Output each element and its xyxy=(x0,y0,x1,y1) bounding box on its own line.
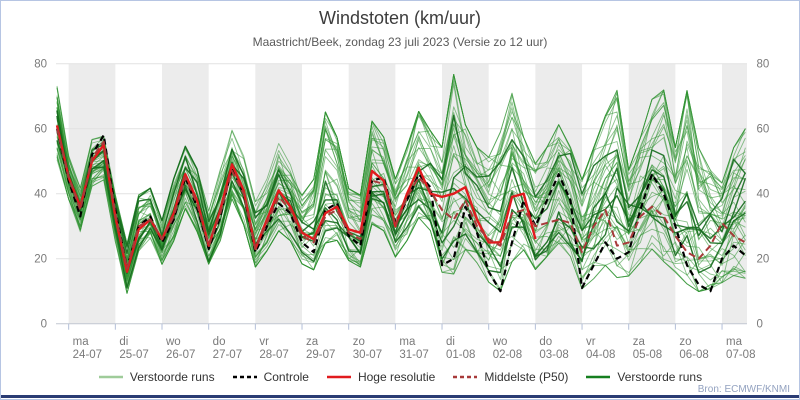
legend-item-verstoorde-runs-dark: Verstoorde runs xyxy=(585,370,702,384)
x-tick-label-date: 25-07 xyxy=(119,349,148,361)
x-tick-label-date: 30-07 xyxy=(353,349,382,361)
x-tick-label-dow: vr xyxy=(259,336,269,348)
y-tick-label-right: 80 xyxy=(757,59,770,71)
legend-label: Controle xyxy=(263,370,309,384)
x-tick-label-date: 27-07 xyxy=(213,349,242,361)
x-tick-label-dow: za xyxy=(633,336,646,348)
y-tick-label-left: 40 xyxy=(34,189,47,201)
x-tick-label-date: 01-08 xyxy=(446,349,475,361)
x-tick-label-date: 06-08 xyxy=(679,349,708,361)
x-tick-label-date: 05-08 xyxy=(633,349,662,361)
x-tick-label-dow: di xyxy=(446,336,455,348)
legend-label: Middelste (P50) xyxy=(484,370,569,384)
y-tick-label-left: 0 xyxy=(41,319,47,331)
legend-swatch-red-line-icon xyxy=(326,375,351,379)
legend-swatch-black-dashed-line-icon xyxy=(232,375,257,379)
x-tick-label-dow: zo xyxy=(353,336,365,348)
footer-accent-bar xyxy=(1,395,799,398)
x-tick-label-date: 29-07 xyxy=(306,349,335,361)
x-tick-label-date: 04-08 xyxy=(586,349,615,361)
y-tick-label-right: 0 xyxy=(757,319,763,331)
source-credit: Bron: ECMWF/KNMI xyxy=(697,384,790,395)
legend-item-controle: Controle xyxy=(232,370,309,384)
x-tick-label-dow: ma xyxy=(726,336,743,348)
legend-item-hoge-resolutie: Hoge resolutie xyxy=(326,370,435,384)
y-tick-label-right: 60 xyxy=(757,124,770,136)
x-tick-label-dow: wo xyxy=(492,336,508,348)
y-tick-label-left: 80 xyxy=(34,59,47,71)
y-tick-label-right: 40 xyxy=(757,189,770,201)
legend-swatch-dark-green-line-icon xyxy=(586,375,611,379)
x-tick-label-date: 24-07 xyxy=(73,349,102,361)
x-tick-label-date: 03-08 xyxy=(539,349,568,361)
y-tick-label-left: 60 xyxy=(34,124,47,136)
x-tick-label-date: 31-07 xyxy=(399,349,428,361)
x-tick-label-date: 28-07 xyxy=(259,349,288,361)
legend-label: Verstoorde runs xyxy=(129,370,215,384)
legend-swatch-light-green-line-icon xyxy=(98,375,123,379)
page-subtitle: Maastricht/Beek, zondag 23 juli 2023 (Ve… xyxy=(252,35,548,49)
ensemble-member xyxy=(56,135,746,292)
legend: Verstoorde runs Controle Hoge resolutie … xyxy=(1,370,799,384)
ensemble-member xyxy=(56,107,746,244)
x-tick-label-dow: di xyxy=(119,336,128,348)
x-tick-label-date: 07-08 xyxy=(726,349,755,361)
legend-item-verstoorde-runs-light: Verstoorde runs xyxy=(98,370,215,384)
ensemble-member xyxy=(56,77,746,249)
x-tick-label-dow: vr xyxy=(586,336,596,348)
x-tick-label-dow: do xyxy=(539,336,552,348)
page-title: Windstoten (km/uur) xyxy=(318,8,482,28)
ensemble-member xyxy=(56,73,746,266)
x-tick-label-dow: zo xyxy=(679,336,691,348)
legend-label: Verstoorde runs xyxy=(617,370,703,384)
x-tick-label-date: 02-08 xyxy=(493,349,522,361)
x-tick-label-dow: ma xyxy=(399,336,416,348)
x-tick-label-dow: za xyxy=(306,336,319,348)
series-Controle xyxy=(55,128,747,293)
x-tick-label-dow: ma xyxy=(73,336,90,348)
x-tick-label-date: 26-07 xyxy=(166,349,195,361)
legend-label: Hoge resolutie xyxy=(357,370,436,384)
legend-swatch-darkred-dashed-line-icon xyxy=(453,375,478,379)
legend-item-middelste-p50: Middelste (P50) xyxy=(452,370,568,384)
series-Middelste (P50) xyxy=(56,128,746,270)
y-tick-label-left: 20 xyxy=(34,254,47,266)
x-tick-label-dow: wo xyxy=(165,336,181,348)
ensemble-member xyxy=(56,118,746,292)
x-tick-label-dow: do xyxy=(213,336,226,348)
y-tick-label-right: 20 xyxy=(757,254,770,266)
